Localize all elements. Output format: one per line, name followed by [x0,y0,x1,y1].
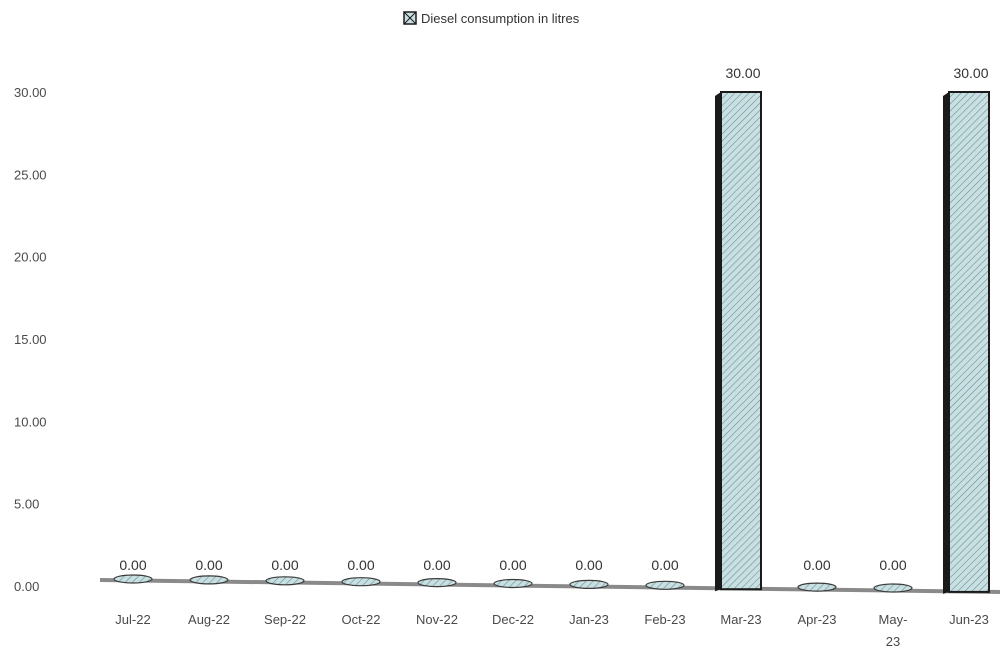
x-axis [99,578,1001,594]
bar [265,576,305,586]
data-label: 0.00 [347,557,374,573]
bars [113,91,990,594]
data-label: 30.00 [953,65,988,81]
bar [417,577,457,588]
data-label: 0.00 [575,557,602,573]
x-tick-label: Apr-23 [797,612,836,627]
bar [943,91,990,594]
x-tick-label: Sep-22 [264,612,306,627]
bar [645,580,685,590]
x-tick-label: Oct-22 [341,612,380,627]
data-label: 0.00 [803,557,830,573]
y-tick-label: 5.00 [14,497,39,512]
x-tick-label: Jul-22 [115,612,150,627]
bar [797,582,837,592]
data-label: 0.00 [271,557,298,573]
bar [569,579,609,590]
data-label: 0.00 [119,557,146,573]
bar [715,91,762,592]
x-tick-label: Nov-22 [416,612,458,627]
x-tick-label: Jan-23 [569,612,609,627]
x-tick-label: May-23 [879,612,908,649]
x-tick-label: Dec-22 [492,612,534,627]
x-tick-label: Aug-22 [188,612,230,627]
x-axis-ticks: Jul-22 Aug-22 Sep-22 Oct-22 Nov-22 Dec-22 Jan-… [115,612,989,649]
data-label: 0.00 [499,557,526,573]
data-label: 0.00 [423,557,450,573]
x-tick-label: Mar-23 [720,612,761,627]
y-tick-label: 20.00 [14,250,47,265]
bar [341,577,381,587]
y-tick-label: 25.00 [14,167,47,182]
legend: Diesel consumption in litres [403,11,580,26]
data-label: 0.00 [879,557,906,573]
x-axis-line [99,578,1001,594]
bar [493,578,533,589]
x-tick-label: Jun-23 [949,612,989,627]
data-label: 0.00 [195,557,222,573]
y-tick-label: 10.00 [14,414,47,429]
bar [113,574,153,584]
y-tick-label: 30.00 [14,85,47,100]
bar [873,583,913,593]
y-tick-label: 0.00 [14,579,39,594]
data-label: 30.00 [725,65,760,81]
x-tick-label: Feb-23 [644,612,685,627]
y-axis: 0.00 5.00 10.00 15.00 20.00 25.00 30.00 [14,85,47,594]
y-tick-label: 15.00 [14,332,47,347]
data-label: 0.00 [651,557,678,573]
data-labels: 0.00 0.00 0.00 0.00 0.00 0.00 0.00 0.00 30.00 0.0… [119,65,988,573]
legend-label: Diesel consumption in litres [421,11,580,26]
bar [189,575,229,585]
